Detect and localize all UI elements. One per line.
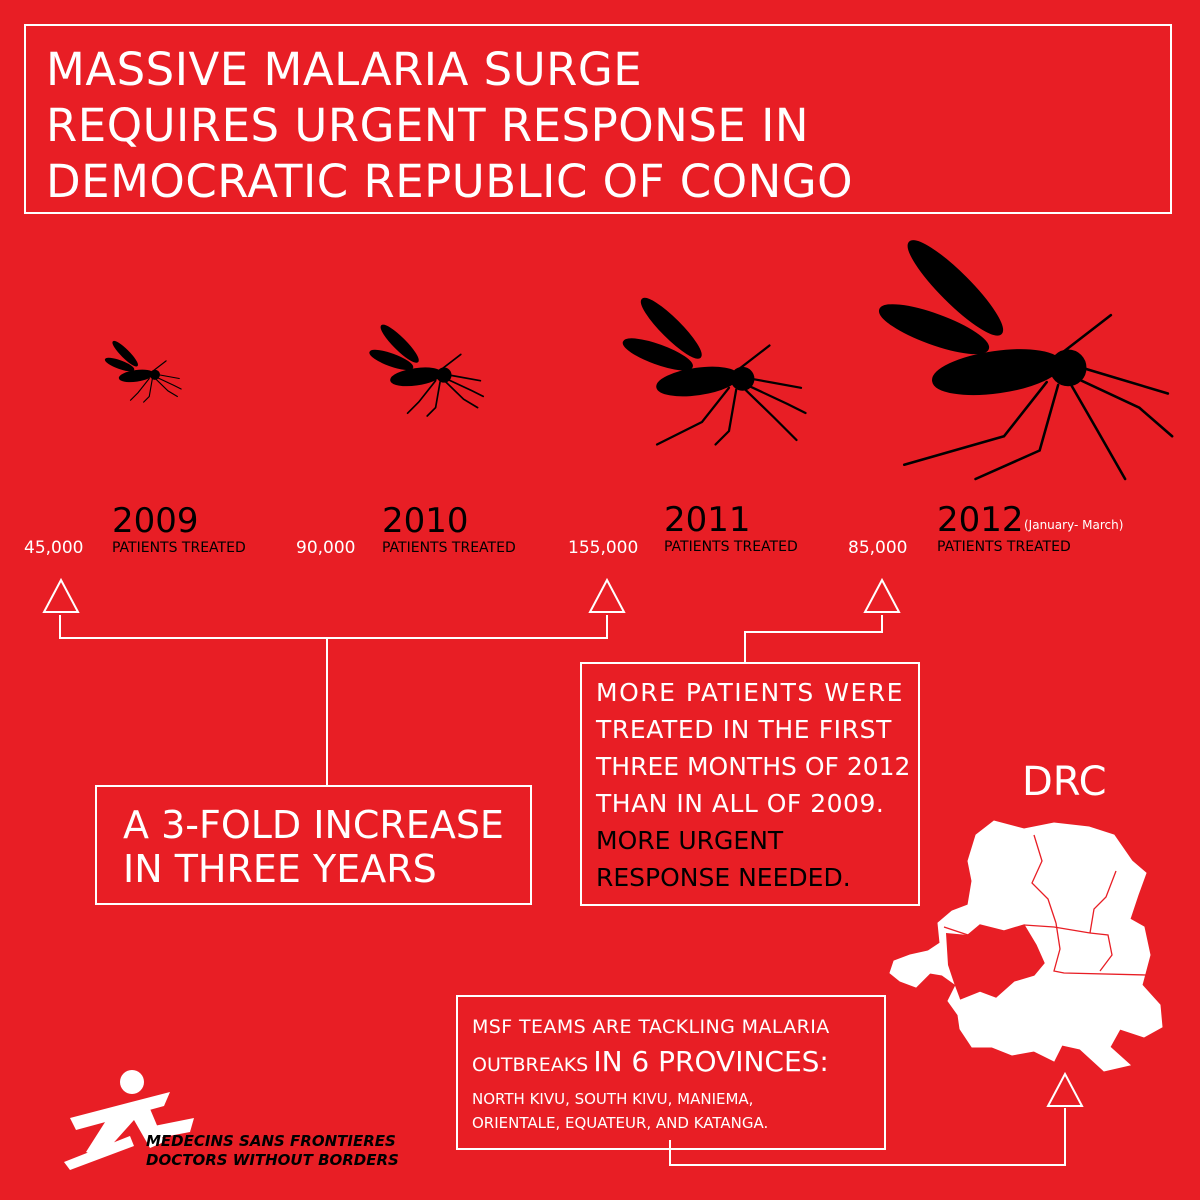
title-line-2: REQUIRES URGENT RESPONSE IN [46,99,810,152]
triangle-arrow-icon-2012 [863,577,901,613]
comparison-line-4: THAN IN ALL OF 2009. [596,789,885,818]
comparison-line-5: MORE URGENT [596,826,784,855]
comparison-box: MORE PATIENTS WERE TREATED IN THE FIRST … [580,662,920,906]
provinces-line-2: OUTBREAKS IN 6 PROVINCES: [472,1045,829,1083]
msf-logo-icon [64,1070,194,1170]
provinces-line-4: ORIENTALE, EQUATEUR, AND KATANGA. [472,1114,769,1132]
mosquito-icon-2010 [369,324,485,417]
logo-line-2: DOCTORS WITHOUT BORDERS [146,1151,399,1169]
provinces-line-3: NORTH KIVU, SOUTH KIVU, MANIEMA, [472,1090,754,1108]
title-line-1: MASSIVE MALARIA SURGE [46,43,643,96]
year-2010: 2010 [382,501,469,541]
label-2010: PATIENTS TREATED [382,540,516,556]
triangle-arrow-icon-2009 [42,577,80,613]
title-box: MASSIVE MALARIA SURGE REQUIRES URGENT RE… [24,24,1172,214]
year-2012: 2012 [937,500,1024,540]
mosquito-icon-2011 [622,297,807,446]
triangle-arrow-icon-2011 [588,577,626,613]
label-2009: PATIENTS TREATED [112,540,246,556]
note-2012: (January- March) [1024,518,1124,532]
provinces-box: MSF TEAMS ARE TACKLING MALARIA OUTBREAKS… [456,995,886,1150]
provinces-line-1: MSF TEAMS ARE TACKLING MALARIA [472,1016,830,1038]
label-2011: PATIENTS TREATED [664,539,798,555]
title-line-3: DEMOCRATIC REPUBLIC OF CONGO [46,155,854,208]
year-2009: 2009 [112,501,199,541]
comparison-line-2: TREATED IN THE FIRST [596,715,892,744]
provinces-line-2-emph: IN 6 PROVINCES: [593,1045,829,1078]
logo-line-1: MEDECINS SANS FRONTIERES [146,1132,396,1150]
increase-line-2: IN THREE YEARS [123,847,437,891]
count-2011: 155,000 [568,538,639,558]
provinces-line-2-prefix: OUTBREAKS [472,1054,589,1076]
drc-map-icon [889,820,1163,1072]
mosquito-icon-2009 [104,340,182,403]
comparison-line-6: RESPONSE NEEDED. [596,863,851,892]
count-2010: 90,000 [296,538,356,558]
triangle-arrow-icon-map [1046,1071,1084,1107]
count-2012: 85,000 [848,538,908,558]
comparison-line-1: MORE PATIENTS WERE [596,678,904,707]
increase-box: A 3-FOLD INCREASE IN THREE YEARS [95,785,532,905]
label-2012: PATIENTS TREATED [937,539,1071,555]
comparison-line-3: THREE MONTHS OF 2012 [596,752,911,781]
count-2009: 45,000 [24,538,84,558]
mosquito-icon-2012 [878,240,1174,481]
increase-line-1: A 3-FOLD INCREASE [123,803,504,847]
map-label: DRC [1022,759,1107,805]
year-2011: 2011 [664,500,751,540]
